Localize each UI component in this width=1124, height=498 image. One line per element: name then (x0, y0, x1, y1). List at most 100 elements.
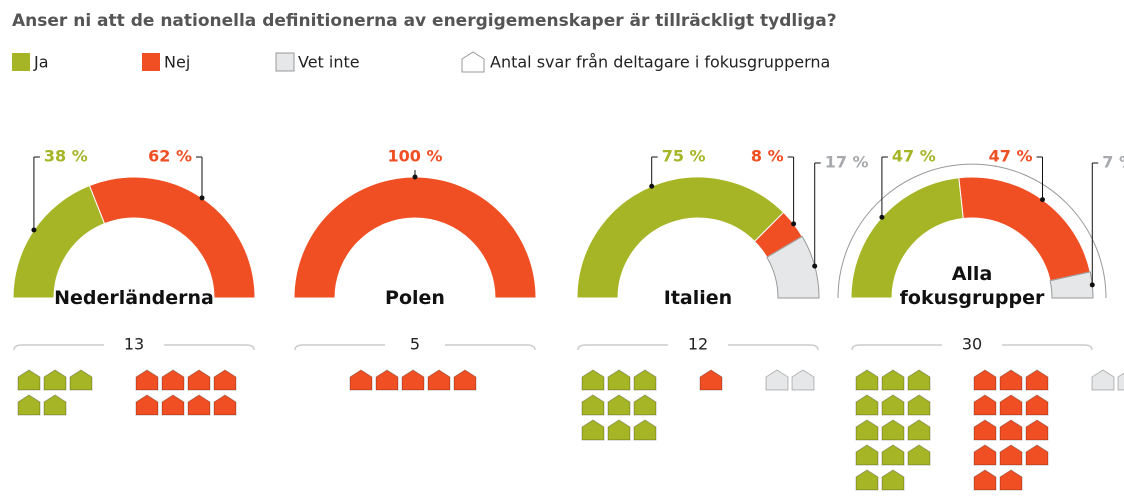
house-icon (43, 369, 67, 391)
house-icon (855, 469, 879, 491)
house-icon (1025, 444, 1049, 466)
house-icon (999, 419, 1023, 441)
title: Anser ni att de nationella definitionern… (12, 11, 837, 31)
house-icon (973, 419, 997, 441)
house-icon (973, 444, 997, 466)
house-icon (375, 369, 399, 391)
house-icon (855, 419, 879, 441)
house-icon (855, 394, 879, 416)
percent-label: 47 % (892, 147, 936, 166)
house-icon (349, 369, 373, 391)
percent-label: 7 % (1102, 153, 1124, 172)
legend-label: Ja (33, 53, 49, 72)
house-icon (907, 444, 931, 466)
percent-label: 100 % (388, 147, 443, 166)
percent-label: 47 % (989, 147, 1033, 166)
legend-swatch (142, 53, 160, 71)
house-icon (607, 369, 631, 391)
divider (728, 344, 819, 351)
arc-segment (88, 176, 256, 299)
house-icon (187, 394, 211, 416)
legend-label: Vet inte (298, 53, 360, 72)
house-icon (855, 444, 879, 466)
house-icon (213, 394, 237, 416)
house-icon (907, 419, 931, 441)
house-icon (881, 444, 905, 466)
house-icon (999, 394, 1023, 416)
house-icon (633, 394, 657, 416)
divider (164, 344, 255, 351)
house-icon (1091, 369, 1115, 391)
percent-label: 38 % (44, 147, 88, 166)
house-icon (135, 369, 159, 391)
house-icon (1025, 394, 1049, 416)
percent-label: 62 % (148, 147, 192, 166)
house-icon (907, 369, 931, 391)
arc-segment (576, 176, 785, 299)
percent-label: 75 % (662, 147, 706, 166)
house-icon (881, 394, 905, 416)
divider (851, 344, 942, 351)
outer-arc (837, 163, 1107, 299)
chart-title: Polen (385, 287, 445, 309)
house-icon (999, 469, 1023, 491)
house-icon (213, 369, 237, 391)
house-icon (581, 369, 605, 391)
house-icon (427, 369, 451, 391)
house-icon (973, 369, 997, 391)
total-label: 13 (124, 335, 144, 354)
percent-label: 8 % (751, 147, 784, 166)
house-icon (999, 369, 1023, 391)
house-icon (973, 469, 997, 491)
chart-title: Alla fokusgrupper (899, 263, 1045, 309)
house-icon (881, 369, 905, 391)
legend-swatch (275, 52, 295, 72)
divider (13, 344, 104, 351)
house-icon (1025, 369, 1049, 391)
divider (577, 344, 668, 351)
house-icon (881, 469, 905, 491)
house-icon (581, 419, 605, 441)
house-icon (43, 394, 67, 416)
house-icon (973, 394, 997, 416)
legend-swatch (12, 53, 30, 71)
house-icon (881, 419, 905, 441)
house-icon (581, 394, 605, 416)
house-icon (1117, 372, 1124, 391)
house-icon (161, 369, 185, 391)
legend-house (461, 51, 485, 73)
house-icon (633, 369, 657, 391)
house-icon (1025, 419, 1049, 441)
total-label: 30 (962, 335, 982, 354)
house-icon (17, 394, 41, 416)
chart-title: Nederländerna (54, 287, 214, 309)
house-icon (633, 419, 657, 441)
house-icon (999, 444, 1023, 466)
house-icon (17, 369, 41, 391)
house-icon (607, 394, 631, 416)
house-icon (453, 369, 477, 391)
house-icon (907, 394, 931, 416)
total-label: 5 (410, 335, 420, 354)
house-icon (855, 369, 879, 391)
total-label: 12 (688, 335, 708, 354)
legend-label: Nej (164, 53, 190, 72)
arc-segment (766, 235, 820, 299)
arc-segment (293, 176, 537, 299)
house-icon (161, 394, 185, 416)
divider (294, 344, 385, 351)
house-icon (401, 369, 425, 391)
house-icon (69, 369, 93, 391)
arc-segment (12, 184, 106, 299)
house-icon (765, 369, 789, 391)
divider (1002, 344, 1093, 351)
house-icon (791, 369, 815, 391)
house-icon (187, 369, 211, 391)
house-icon (699, 369, 723, 391)
legend-label: Antal svar från deltagare i fokusgrupper… (490, 53, 830, 72)
divider (445, 344, 536, 351)
house-icon (135, 394, 159, 416)
house-icon (607, 419, 631, 441)
